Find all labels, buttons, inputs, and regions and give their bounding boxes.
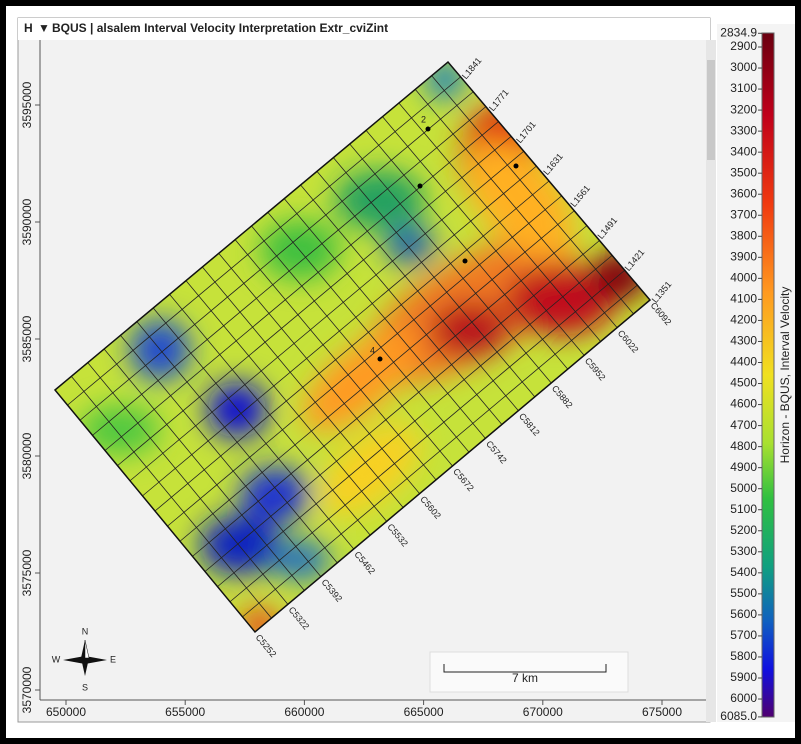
scale-bar-label: 7 km [512, 671, 538, 685]
y-tick-label: 3590000 [20, 198, 34, 245]
colorbar-tick-label: 4700 [730, 418, 757, 432]
crossline-grid-line [152, 307, 355, 550]
colorbar-tick-label: 3700 [730, 207, 757, 221]
title-bar [18, 18, 710, 40]
colorbar-tick-label: 3900 [730, 249, 757, 263]
scroll-thumb[interactable] [707, 60, 715, 160]
colorbar-tick-label: 4500 [730, 376, 757, 390]
scale-bar [443, 664, 607, 673]
crossline-grid-line [283, 198, 486, 439]
compass: N S E W [52, 626, 116, 692]
colorbar-tick-label: 4600 [730, 397, 757, 411]
compass-s: S [82, 682, 88, 692]
dropdown-arrow[interactable]: ▼ [38, 21, 50, 35]
colorbar-tick-label: 3600 [730, 186, 757, 200]
colorbar-tick-label: 3500 [730, 165, 757, 179]
well-label: 2 [421, 114, 426, 124]
crossline-grid-line [71, 376, 272, 619]
x-tick-label: 670000 [523, 705, 563, 719]
crossline-grid-line [103, 348, 305, 591]
x-tick-label: 660000 [284, 705, 324, 719]
x-tick-label: 665000 [404, 705, 444, 719]
crossline-grid-line [120, 335, 322, 577]
colorbar-tick-label: 3800 [730, 228, 757, 242]
crossline-grid-line [414, 89, 618, 328]
compass-n: N [82, 626, 89, 636]
colorbar-tick-label: 6085.0 [720, 709, 757, 723]
colorbar-tick-label: 5800 [730, 649, 757, 663]
x-tick-label: 650000 [46, 705, 86, 719]
colorbar-tick-label: 4400 [730, 355, 757, 369]
well[interactable] [513, 163, 519, 169]
colorbar-tick-label: 5700 [730, 628, 757, 642]
crossline-grid-line [87, 362, 289, 605]
crossline-grid-line [234, 239, 437, 481]
crossline-grid-line [316, 171, 519, 411]
colorbar-tick-label: 5200 [730, 523, 757, 537]
crossline-grid-line [267, 212, 470, 453]
crossline-grid-line [202, 266, 404, 508]
crossline-grid-line [333, 157, 536, 398]
y-tick-label: 3585000 [20, 315, 34, 362]
well[interactable] [462, 258, 468, 264]
y-tick-label: 3570000 [20, 666, 34, 713]
colorbar-tick-label: 3100 [730, 81, 757, 95]
colorbar-tick-label: 5400 [730, 565, 757, 579]
colorbar-tick-label: 3000 [730, 60, 757, 74]
x-tick-label: 655000 [165, 705, 205, 719]
colorbar-tick-label: 4900 [730, 460, 757, 474]
x-tick-label: 675000 [642, 705, 682, 719]
crossline-grid-line [398, 102, 601, 342]
y-tick-label: 3580000 [20, 432, 34, 479]
colorbar-tick-label: 4200 [730, 313, 757, 327]
well-label: 4 [370, 345, 375, 355]
well[interactable] [417, 183, 423, 189]
colorbar-tick-label: 5100 [730, 502, 757, 516]
compass-e: E [110, 654, 116, 664]
colorbar-panel [717, 24, 795, 722]
compass-w: W [52, 654, 61, 664]
colorbar-tick-label: 2900 [730, 39, 757, 53]
colorbar-tick-label: 3400 [730, 144, 757, 158]
well[interactable] [377, 356, 383, 362]
crossline-grid-line [300, 184, 503, 425]
crossline-grid-line [349, 143, 552, 384]
crossline-grid-line [365, 130, 569, 370]
crossline-grid-line [169, 294, 371, 536]
colorbar [761, 32, 775, 718]
well[interactable] [425, 126, 431, 132]
colorbar-tick-label: 4100 [730, 292, 757, 306]
colorbar-tick-label: 5500 [730, 586, 757, 600]
colorbar-tick-label: 3200 [730, 102, 757, 116]
crossline-grid-line [431, 75, 634, 315]
colorbar-tick-label: 5000 [730, 481, 757, 495]
crossline-grid-line [382, 116, 585, 356]
survey-outline [53, 60, 652, 634]
crossline-grid-line [251, 225, 453, 467]
crossline-grid-line [136, 321, 338, 564]
crossline-grid-line [218, 253, 420, 494]
colorbar-tick-label: 2834.9 [720, 25, 757, 39]
scrollbar[interactable] [706, 40, 716, 722]
colorbar-tick-label: 5600 [730, 607, 757, 621]
colorbar-tick-label: 5900 [730, 670, 757, 684]
y-tick-label: 3575000 [20, 549, 34, 596]
colorbar-tick-label: 4300 [730, 334, 757, 348]
title-icon[interactable]: H [24, 21, 33, 35]
colorbar-tick-label: 4800 [730, 439, 757, 453]
colorbar-label: Horizon - BQUS, Interval Velocity [778, 287, 792, 464]
y-tick-label: 3595000 [20, 81, 34, 128]
colorbar-tick-label: 4000 [730, 271, 757, 285]
title: BQUS | alsalem Interval Velocity Interpr… [52, 21, 388, 35]
colorbar-tick-label: 6000 [730, 691, 757, 705]
colorbar-tick-label: 5300 [730, 544, 757, 558]
crossline-grid-line [185, 280, 387, 522]
colorbar-tick-label: 3300 [730, 123, 757, 137]
